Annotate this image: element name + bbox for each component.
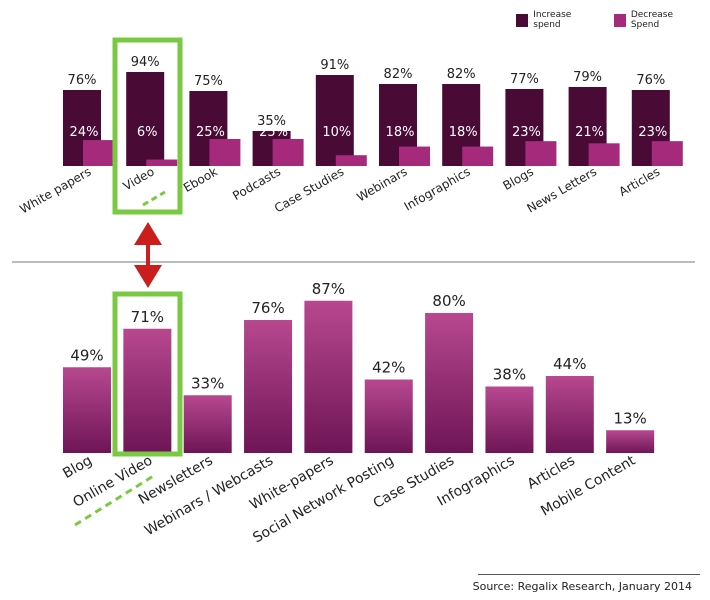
category-label-ebook: Ebook <box>181 164 220 195</box>
bar-decrease-video <box>146 159 178 166</box>
category-label-blog: Blog <box>60 453 95 482</box>
label-decrease-white-papers: 24% <box>70 125 99 140</box>
bar-newsletters <box>183 395 232 453</box>
value-label-social-network-posting: 42% <box>372 359 405 377</box>
value-label-newsletters: 33% <box>191 374 224 392</box>
category-label-white-papers: White papers <box>17 164 93 216</box>
label-increase-news-letters: 79% <box>573 70 602 85</box>
label-increase-articles: 76% <box>636 73 665 88</box>
bar-decrease-podcasts <box>272 139 304 166</box>
bar-webinars-webcasts <box>244 320 293 453</box>
bar-increase-video <box>126 72 165 166</box>
value-label-white-papers: 87% <box>312 280 345 298</box>
source-rule <box>478 574 700 575</box>
label-decrease-webinars: 18% <box>386 125 415 140</box>
bar-mobile-content <box>606 430 655 453</box>
value-label-infographics: 38% <box>493 366 526 384</box>
legend-swatch-decrease <box>613 13 626 27</box>
label-decrease-news-letters: 21% <box>575 125 604 140</box>
bar-decrease-news-letters <box>588 143 620 166</box>
label-increase-case-studies: 91% <box>320 58 349 73</box>
value-label-case-studies: 80% <box>432 292 465 310</box>
underline-online-video <box>74 473 156 527</box>
bar-white-papers <box>304 300 353 453</box>
bar-decrease-ebook <box>209 139 241 166</box>
category-label-case-studies: Case Studies <box>272 164 346 215</box>
arrow-head-down <box>134 265 162 288</box>
legend-swatch-increase <box>516 13 529 27</box>
legend-label-increase: Increase spend <box>533 10 572 30</box>
label-decrease-articles: 23% <box>638 125 667 140</box>
legend: Increase spend Decrease Spend <box>516 10 710 30</box>
bar-decrease-case-studies <box>335 155 367 166</box>
label-increase-podcasts: 35% <box>257 114 286 129</box>
source-note: Source: Regalix Research, January 2014 <box>472 580 692 593</box>
value-label-articles: 44% <box>553 355 586 373</box>
category-label-podcasts: Podcasts <box>230 164 283 203</box>
label-decrease-case-studies: 10% <box>322 125 351 140</box>
bar-decrease-webinars <box>399 146 430 166</box>
bar-articles <box>545 376 594 453</box>
category-label-news-letters: News Letters <box>524 164 599 215</box>
bar-decrease-infographics <box>462 146 494 166</box>
label-decrease-podcasts: 25% <box>259 125 288 140</box>
label-increase-white-papers: 76% <box>68 73 97 88</box>
bar-decrease-articles <box>651 141 683 166</box>
label-increase-blogs: 77% <box>510 72 539 87</box>
highlight-box-video <box>112 37 183 215</box>
category-label-blogs: Blogs <box>501 164 536 193</box>
underline-video <box>142 190 166 207</box>
label-increase-video: 94% <box>131 55 160 70</box>
bar-social-network-posting <box>364 379 413 453</box>
bar-decrease-white-papers <box>83 140 114 166</box>
category-label-webinars: Webinars <box>354 164 409 204</box>
label-decrease-blogs: 23% <box>512 125 541 140</box>
label-increase-ebook: 75% <box>194 74 223 89</box>
value-label-mobile-content: 13% <box>613 409 646 427</box>
value-label-webinars-webcasts: 76% <box>251 299 284 317</box>
bar-blog <box>63 367 111 453</box>
value-label-online-video: 71% <box>131 308 164 326</box>
highlight-box-online-video <box>112 291 183 457</box>
label-increase-infographics: 82% <box>447 67 476 82</box>
bar-decrease-blogs <box>525 141 557 166</box>
bar-increase-case-studies <box>315 75 354 166</box>
label-decrease-video: 6% <box>137 125 158 140</box>
bar-infographics <box>485 386 534 453</box>
annotations <box>74 37 183 527</box>
category-label-articles: Articles <box>617 164 663 198</box>
legend-item-decrease: Decrease Spend <box>613 10 700 30</box>
category-label-video: Video <box>121 164 157 193</box>
label-decrease-infographics: 18% <box>449 125 478 140</box>
value-label-blog: 49% <box>70 346 103 364</box>
label-decrease-ebook: 25% <box>196 125 225 140</box>
legend-label-decrease: Decrease Spend <box>630 10 674 30</box>
arrow-head-up <box>134 222 162 245</box>
bar-case-studies <box>425 313 474 453</box>
legend-item-increase: Increase spend <box>516 10 598 30</box>
category-label-infographics: Infographics <box>402 164 473 213</box>
label-increase-webinars: 82% <box>384 67 413 82</box>
bar-online-video <box>123 328 172 453</box>
